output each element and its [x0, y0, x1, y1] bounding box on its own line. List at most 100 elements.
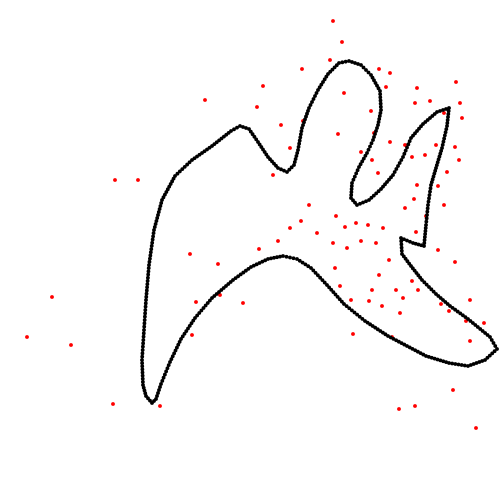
red-point: [454, 80, 458, 84]
black-point: [358, 201, 362, 206]
black-point: [307, 106, 311, 110]
black-point: [257, 261, 262, 265]
red-point: [388, 71, 392, 75]
red-point: [188, 252, 192, 256]
black-point: [296, 144, 301, 149]
black-point: [266, 257, 270, 261]
black-point: [147, 263, 151, 267]
black-point: [301, 123, 305, 128]
red-point: [190, 333, 194, 337]
black-point: [337, 61, 341, 65]
black-point: [394, 167, 399, 171]
black-point: [344, 304, 349, 309]
black-point: [399, 245, 404, 250]
red-point: [447, 309, 451, 313]
black-point: [438, 151, 443, 156]
black-point: [295, 257, 299, 261]
black-point: [297, 138, 302, 143]
black-point: [399, 248, 404, 253]
black-point: [425, 209, 430, 214]
red-point: [394, 288, 398, 292]
black-point: [349, 190, 354, 194]
black-point: [425, 213, 429, 217]
black-point: [164, 369, 169, 374]
black-point: [241, 125, 245, 129]
black-point: [145, 285, 149, 290]
black-point: [429, 355, 434, 360]
red-point: [359, 239, 363, 243]
black-point: [140, 379, 145, 384]
red-point: [416, 288, 420, 292]
black-point: [143, 301, 148, 306]
red-point: [370, 158, 374, 162]
red-point: [255, 105, 259, 109]
black-point: [254, 262, 259, 267]
black-point: [297, 141, 302, 146]
black-point: [142, 318, 147, 322]
black-point: [315, 273, 320, 278]
black-point: [201, 306, 206, 310]
black-point: [456, 362, 461, 367]
red-point: [410, 279, 414, 283]
black-point: [210, 296, 214, 300]
black-point: [367, 198, 371, 202]
black-point: [151, 234, 155, 239]
black-point: [446, 109, 451, 113]
black-point: [182, 164, 187, 169]
black-point: [405, 145, 409, 150]
black-point: [141, 338, 146, 342]
black-point: [444, 107, 448, 111]
black-point: [179, 337, 183, 341]
black-point: [432, 356, 437, 361]
black-point: [143, 304, 148, 309]
black-point: [158, 385, 162, 389]
black-point: [491, 341, 496, 345]
black-point: [161, 375, 166, 380]
black-point: [284, 254, 289, 259]
red-point: [336, 132, 340, 136]
black-point: [308, 103, 313, 107]
black-point: [320, 278, 325, 283]
black-point: [155, 216, 160, 220]
black-point: [306, 108, 310, 113]
black-point: [441, 359, 446, 364]
black-point: [272, 255, 276, 260]
red-point: [474, 426, 478, 430]
black-point: [442, 133, 447, 138]
black-point: [429, 183, 433, 187]
red-point: [451, 388, 455, 392]
black-point: [374, 129, 378, 133]
black-point: [453, 362, 458, 366]
black-point: [450, 361, 455, 366]
black-point: [435, 110, 439, 114]
black-point: [176, 342, 181, 347]
black-point: [349, 193, 354, 197]
black-point: [444, 360, 449, 365]
black-point: [423, 232, 428, 236]
black-point: [203, 303, 208, 308]
black-point: [369, 141, 374, 146]
red-point: [338, 284, 342, 288]
red-point: [194, 300, 198, 304]
black-point: [298, 135, 303, 140]
black-point: [492, 349, 497, 354]
black-point: [378, 101, 383, 106]
black-point: [422, 241, 427, 245]
black-point: [318, 275, 323, 280]
black-point: [372, 135, 376, 139]
black-point: [298, 132, 303, 137]
black-point: [376, 189, 381, 194]
black-point: [159, 382, 163, 386]
red-point: [113, 178, 117, 182]
red-point: [333, 266, 337, 270]
black-point: [195, 313, 200, 318]
black-point: [166, 363, 171, 368]
black-point: [350, 181, 354, 185]
black-point: [425, 206, 430, 211]
black-point: [426, 199, 431, 204]
black-point: [157, 388, 161, 392]
red-point: [359, 150, 363, 154]
black-point: [285, 170, 289, 174]
black-point: [445, 118, 450, 122]
